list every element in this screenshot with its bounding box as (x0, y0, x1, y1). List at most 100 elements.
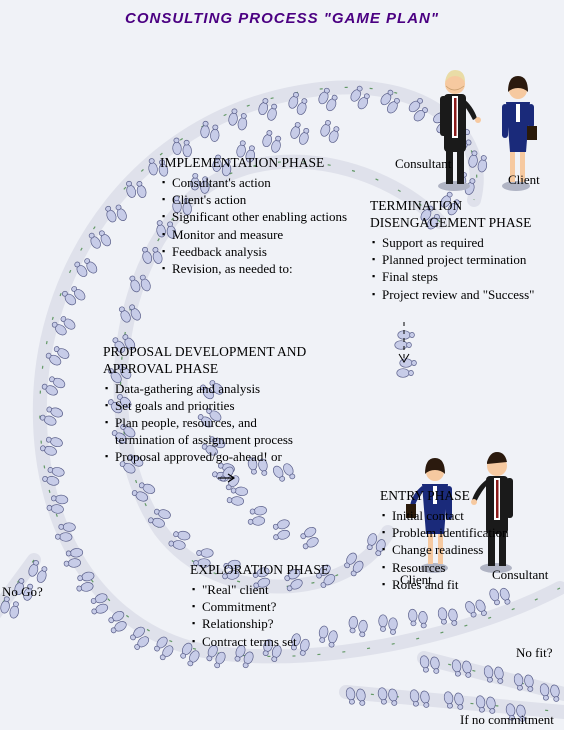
consultant-label-top: Consultant (395, 156, 451, 172)
title-text: CONSULTING PROCESS "GAME PLAN" (125, 10, 439, 27)
phase-bullet: Change readiness (392, 542, 540, 559)
footprint-icon (377, 88, 403, 115)
phase-bullet: Initial contact (392, 508, 540, 525)
implementation-phase: IMPLEMENTATION PHASE Consultant's action… (160, 155, 350, 278)
footprint-icon (131, 479, 157, 504)
footprint-icon (104, 609, 130, 635)
footprint-icon (150, 635, 177, 662)
footprint-icon (437, 605, 459, 628)
footprint-icon (395, 331, 415, 350)
phase-bullet: Monitor and measure (172, 227, 350, 244)
footprint-icon (483, 663, 505, 686)
phase-bullet: Client's action (172, 192, 350, 209)
phase-bullet: Data-gathering and analysis (115, 381, 313, 398)
footprint-icon (409, 687, 431, 710)
footprint-icon (261, 129, 284, 153)
footprint-icon (454, 171, 478, 196)
phase-title: IMPLEMENTATION PHASE (160, 155, 350, 172)
footprint-icon (269, 518, 293, 542)
footprint-icon (55, 522, 75, 541)
footprint-icon (168, 529, 191, 551)
footprint-icon (286, 91, 310, 116)
footprint-icon (39, 434, 63, 458)
phase-title: EXPLORATION PHASE (190, 562, 360, 579)
footprint-icon (539, 681, 561, 704)
footprint-icon (63, 548, 84, 568)
footprint-icon (405, 96, 432, 123)
footprint-icon (379, 615, 398, 635)
exploration-phase: EXPLORATION PHASE "Real" clientCommitmen… (190, 562, 360, 651)
dashed-arrow-icon (399, 322, 409, 362)
phase-bullets: Support as requiredPlanned project termi… (370, 235, 540, 304)
consultant-figure-icon (438, 70, 481, 191)
footprint-icon (126, 625, 153, 652)
footprint-icon (377, 685, 399, 708)
footprint-icon (147, 506, 171, 530)
client-label-top: Client (508, 172, 540, 188)
footprint-icon (46, 493, 68, 514)
footprint-icon (443, 689, 465, 712)
footprint-icon (318, 119, 342, 144)
footprint-icon (429, 108, 456, 134)
footprint-icon (450, 127, 476, 152)
footprint-icon (345, 685, 367, 708)
footprint-icon (44, 342, 71, 368)
phase-bullet: Plan people, resources, and termination … (115, 415, 313, 449)
footprint-icon (39, 403, 64, 428)
footprint-icon (103, 201, 128, 226)
footprint-icon (127, 271, 152, 296)
client-label-bottom: Client (400, 572, 432, 588)
footprint-icon (296, 525, 322, 551)
footprint-icon (87, 226, 113, 252)
phase-bullets: Consultant's actionClient's actionSignif… (160, 175, 350, 279)
phase-bullet: Commitment? (202, 599, 360, 616)
footprint-icon (257, 97, 280, 121)
footprint-icon (464, 596, 489, 622)
proposal-phase: PROPOSAL DEVELOPMENT AND APPROVAL PHASE … (103, 344, 313, 466)
if-no-commitment-label: If no commitment (460, 712, 554, 728)
phase-title: PROPOSAL DEVELOPMENT AND APPROVAL PHASE (103, 344, 313, 378)
phase-bullet: Project review and "Success" (382, 287, 540, 304)
footprint-icon (60, 282, 87, 309)
diagram-title: CONSULTING PROCESS "GAME PLAN" (0, 10, 564, 27)
phase-title: TERMINATION DISENGAGEMENT PHASE (370, 198, 540, 232)
phase-bullet: Proposal approved/go-ahead! or (115, 449, 313, 466)
phase-bullet: Feedback analysis (172, 244, 350, 261)
phase-bullet: Final steps (382, 269, 540, 286)
footprint-icon (227, 108, 249, 131)
footprint-icon (26, 559, 50, 584)
no-fit-label: No fit? (516, 645, 552, 661)
phase-bullet: Relationship? (202, 616, 360, 633)
phase-bullet: "Real" client (202, 582, 360, 599)
phase-bullet: Set goals and priorities (115, 398, 313, 415)
footprint-icon (408, 608, 428, 629)
footprint-icon (316, 87, 341, 113)
footprint-icon (513, 671, 535, 694)
footprint-icon (50, 312, 77, 339)
consultant-label-bottom: Consultant (492, 567, 548, 583)
footprint-icon (74, 571, 97, 593)
termination-phase: TERMINATION DISENGAGEMENT PHASE Support … (370, 198, 540, 304)
footprint-icon (216, 465, 243, 492)
footprint-icon (40, 373, 66, 399)
phase-bullet: Problem identification (392, 525, 540, 542)
no-go-label: No Go? (2, 584, 43, 600)
footprint-icon (467, 150, 489, 173)
footprint-icon (87, 592, 112, 616)
phase-bullet: Support as required (382, 235, 540, 252)
footprint-icon (200, 121, 220, 142)
phase-title: ENTRY PHASE (380, 488, 540, 505)
footprint-icon (397, 359, 417, 378)
phase-bullet: Contract terms set (202, 634, 360, 651)
phase-bullets: "Real" clientCommitment?Relationship?Con… (190, 582, 360, 651)
footprint-icon (288, 121, 312, 145)
footprint-icon (347, 84, 373, 110)
footprint-icon (227, 486, 248, 507)
footprint-icon (247, 506, 268, 527)
footprint-icon (72, 254, 99, 281)
footprint-icon (451, 657, 473, 680)
phase-bullet: Revision, as needed to: (172, 261, 350, 278)
phase-bullet: Significant other enabling actions (172, 209, 350, 226)
footprint-icon (42, 464, 66, 487)
arrow-icon (218, 474, 234, 482)
